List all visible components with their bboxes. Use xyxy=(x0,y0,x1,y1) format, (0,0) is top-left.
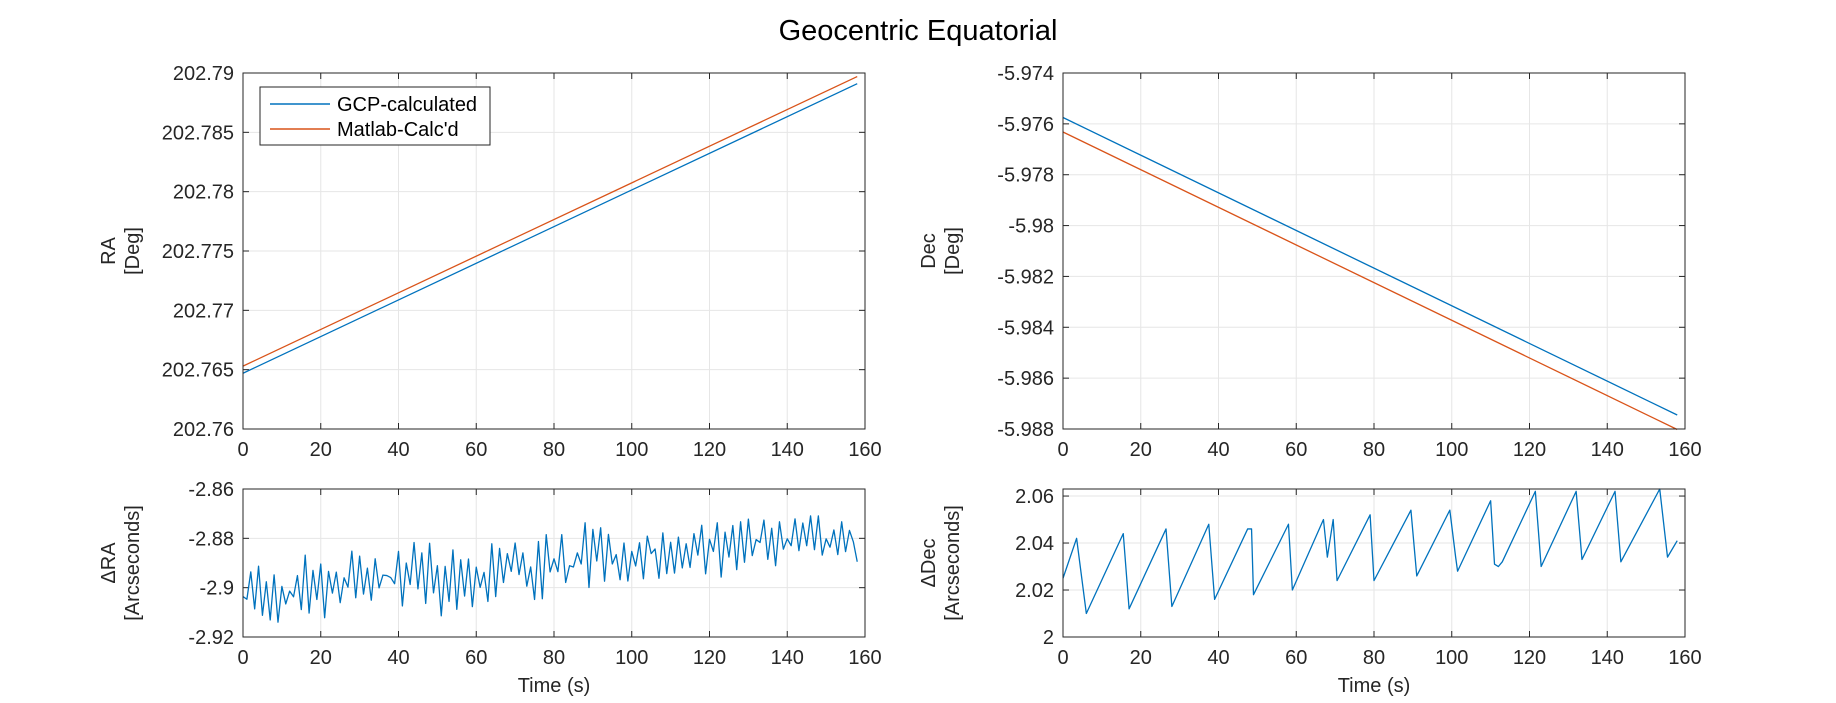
x-tick-label: 140 xyxy=(771,439,804,461)
x-tick-label: 0 xyxy=(237,439,248,461)
y-tick-label: 202.77 xyxy=(173,300,234,322)
y-tick-label: 2.06 xyxy=(1015,486,1054,508)
x-tick-label: 100 xyxy=(1435,439,1468,461)
x-axis-label: Time (s) xyxy=(518,675,591,697)
x-tick-label: 0 xyxy=(1057,647,1068,669)
y-axis-label-unit: [Deg] xyxy=(122,227,144,275)
x-tick-label: 160 xyxy=(848,647,881,669)
legend-entry: GCP-calculated xyxy=(337,94,477,116)
x-tick-label: 20 xyxy=(1130,439,1152,461)
subplot-dra: 0 20 40 60 80 100 120 140 160 -2.92 -2.9 -2.88 -2.86… xyxy=(98,479,882,697)
x-tick-label: 100 xyxy=(1435,647,1468,669)
y-tick-label: 202.765 xyxy=(162,360,234,382)
x-tick-label: 100 xyxy=(615,439,648,461)
x-tick-label: 140 xyxy=(771,647,804,669)
x-tick-label: 160 xyxy=(848,439,881,461)
y-axis-label-unit: [Arcseconds] xyxy=(942,505,964,621)
axes-frame xyxy=(1062,72,1686,430)
x-tick-label: 20 xyxy=(310,439,332,461)
legend-entry: Matlab-Calc'd xyxy=(337,119,459,141)
y-axis-label: Dec xyxy=(918,233,940,269)
axes-frame xyxy=(242,72,866,430)
y-axis-label: ΔDec xyxy=(918,539,940,588)
y-tick-label: -5.974 xyxy=(997,63,1054,85)
y-tick-label: -2.9 xyxy=(200,578,234,600)
y-tick-label: -2.92 xyxy=(188,627,234,649)
x-tick-label: 40 xyxy=(387,647,409,669)
y-tick-label: 202.76 xyxy=(173,419,234,441)
x-tick-label: 60 xyxy=(465,647,487,669)
y-axis-label-unit: [Deg] xyxy=(942,227,964,275)
x-tick-label: 120 xyxy=(693,439,726,461)
x-tick-label: 60 xyxy=(1285,647,1307,669)
x-axis-label: Time (s) xyxy=(1338,675,1411,697)
series-line-dec-1 xyxy=(1062,131,1678,431)
x-tick-label: 80 xyxy=(543,439,565,461)
x-tick-label: 40 xyxy=(387,439,409,461)
y-tick-label: -2.86 xyxy=(188,479,234,501)
x-tick-label: 140 xyxy=(1591,439,1624,461)
x-tick-label: 160 xyxy=(1668,647,1701,669)
x-tick-label: 80 xyxy=(1363,647,1385,669)
y-tick-label: 202.78 xyxy=(173,182,234,204)
y-tick-label: -5.984 xyxy=(997,317,1054,339)
y-axis-label: ΔRA xyxy=(98,542,120,584)
y-tick-label: 2.04 xyxy=(1015,533,1054,555)
y-tick-label: -5.982 xyxy=(997,266,1054,288)
x-tick-label: 80 xyxy=(1363,439,1385,461)
y-tick-label: 2 xyxy=(1043,627,1054,649)
y-tick-label: -5.978 xyxy=(997,165,1054,187)
series-line-dec-0 xyxy=(1062,116,1678,416)
axes-frame xyxy=(1062,488,1686,638)
x-tick-label: 140 xyxy=(1591,647,1624,669)
series-line-gcp-calculated xyxy=(242,83,858,374)
y-tick-label: -2.88 xyxy=(188,528,234,550)
y-tick-label: 202.79 xyxy=(173,63,234,85)
y-tick-label: -5.988 xyxy=(997,419,1054,441)
y-tick-label: -5.98 xyxy=(1008,216,1054,238)
y-tick-label: 202.775 xyxy=(162,241,234,263)
subplot-dec: 0 20 40 60 80 100 120 140 160 -5.988 -5.986 -5.984 -… xyxy=(918,63,1702,461)
x-tick-label: 0 xyxy=(1057,439,1068,461)
x-tick-label: 120 xyxy=(1513,439,1546,461)
legend-box xyxy=(259,86,491,146)
x-tick-label: 20 xyxy=(310,647,332,669)
x-tick-label: 80 xyxy=(543,647,565,669)
y-tick-label: 2.02 xyxy=(1015,580,1054,602)
x-tick-label: 160 xyxy=(1668,439,1701,461)
x-tick-label: 0 xyxy=(237,647,248,669)
x-tick-label: 60 xyxy=(1285,439,1307,461)
x-tick-label: 120 xyxy=(693,647,726,669)
y-axis-label-unit: [Arcseconds] xyxy=(122,505,144,621)
y-axis-label: RA xyxy=(98,236,120,264)
x-tick-label: 40 xyxy=(1207,647,1229,669)
x-tick-label: 60 xyxy=(465,439,487,461)
x-tick-label: 20 xyxy=(1130,647,1152,669)
subplot-ra: 0 20 40 60 80 100 120 140 160 202.76 202.765 202.77… xyxy=(98,63,882,461)
figure-title: Geocentric Equatorial xyxy=(779,15,1058,47)
y-tick-label: -5.986 xyxy=(997,368,1054,390)
series-line-dra-0 xyxy=(242,515,858,623)
y-tick-label: 202.785 xyxy=(162,122,234,144)
series-line-matlab-calc-d xyxy=(242,75,858,367)
series-line-ddec-0 xyxy=(1062,488,1678,615)
axes-frame xyxy=(242,488,866,638)
legend: GCP-calculated Matlab-Calc'd xyxy=(259,86,491,146)
x-tick-label: 40 xyxy=(1207,439,1229,461)
x-tick-label: 100 xyxy=(615,647,648,669)
x-tick-label: 120 xyxy=(1513,647,1546,669)
y-tick-label: -5.976 xyxy=(997,114,1054,136)
subplot-ddec: 0 20 40 60 80 100 120 140 160 2 2.02 2.04 2.06 ΔDec [A… xyxy=(918,486,1702,697)
